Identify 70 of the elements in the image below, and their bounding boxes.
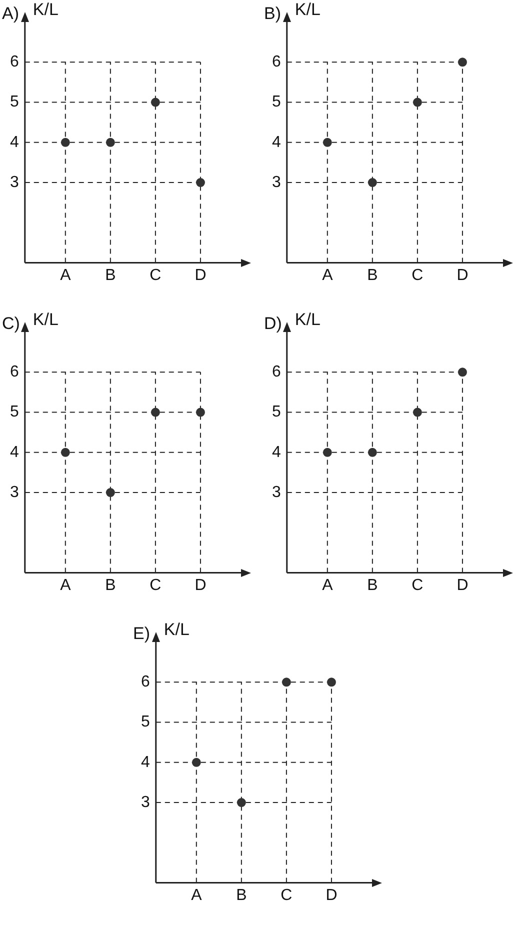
y-tick-label: 5 bbox=[272, 404, 281, 421]
point bbox=[458, 58, 467, 67]
point bbox=[326, 678, 336, 687]
point bbox=[196, 178, 205, 188]
y-tick-label: 6 bbox=[272, 364, 281, 381]
x-tick-label: C bbox=[280, 886, 292, 904]
point bbox=[368, 178, 377, 188]
point bbox=[150, 408, 160, 417]
point bbox=[412, 98, 422, 107]
x-tick-label: D bbox=[326, 886, 338, 904]
point bbox=[322, 138, 332, 147]
y-axis-title: K/L bbox=[294, 310, 320, 330]
y-axis-title: K/L bbox=[294, 0, 320, 20]
chart-title: C) bbox=[2, 314, 20, 334]
y-tick-label: 5 bbox=[10, 404, 19, 421]
y-tick-label: 5 bbox=[10, 94, 19, 111]
y-tick-label: 3 bbox=[10, 484, 19, 501]
x-tick-label: B bbox=[367, 576, 378, 594]
x-tick-label: B bbox=[236, 886, 247, 904]
y-tick-label: 4 bbox=[10, 134, 19, 151]
y-tick-label: 3 bbox=[10, 174, 19, 191]
x-tick-label: D bbox=[194, 576, 206, 594]
point bbox=[60, 448, 70, 457]
y-axis-title: K/L bbox=[32, 0, 58, 20]
point bbox=[368, 448, 377, 457]
y-tick-label: 4 bbox=[10, 444, 19, 461]
x-tick-label: A bbox=[60, 576, 72, 594]
x-tick-label: D bbox=[456, 576, 468, 594]
point bbox=[106, 138, 115, 147]
y-tick-label: 4 bbox=[140, 754, 150, 771]
chart-title: E) bbox=[133, 624, 150, 644]
chart-title: D) bbox=[264, 314, 282, 334]
point bbox=[150, 98, 160, 107]
point bbox=[322, 448, 332, 457]
x-tick-label: D bbox=[456, 266, 468, 284]
y-tick-label: 4 bbox=[272, 134, 281, 151]
chart-title: B) bbox=[264, 4, 281, 24]
x-tick-label: B bbox=[367, 266, 378, 284]
point bbox=[106, 488, 115, 498]
point bbox=[412, 408, 422, 417]
x-tick-label: A bbox=[60, 266, 72, 284]
x-tick-label: A bbox=[322, 576, 334, 594]
y-axis-title: K/L bbox=[164, 620, 190, 640]
x-tick-label: A bbox=[191, 886, 202, 904]
y-tick-label: 6 bbox=[10, 364, 19, 381]
x-tick-label: A bbox=[322, 266, 334, 284]
y-tick-label: 6 bbox=[272, 54, 281, 71]
point bbox=[192, 758, 201, 767]
x-tick-label: C bbox=[150, 576, 162, 594]
y-tick-label: 6 bbox=[140, 674, 150, 691]
y-tick-label: 3 bbox=[140, 794, 150, 811]
y-tick-label: 3 bbox=[272, 174, 281, 191]
y-tick-label: 5 bbox=[272, 94, 281, 111]
x-tick-label: C bbox=[412, 266, 424, 284]
x-tick-label: C bbox=[150, 266, 162, 284]
x-tick-label: B bbox=[105, 576, 116, 594]
y-tick-label: 3 bbox=[272, 484, 281, 501]
y-axis-title: K/L bbox=[32, 310, 58, 330]
x-tick-label: D bbox=[194, 266, 206, 284]
y-tick-label: 6 bbox=[10, 54, 19, 71]
x-tick-label: C bbox=[412, 576, 424, 594]
point bbox=[236, 798, 246, 808]
chart-title: A) bbox=[2, 4, 19, 24]
point bbox=[282, 678, 291, 687]
y-tick-label: 4 bbox=[272, 444, 281, 461]
point bbox=[196, 408, 205, 417]
point bbox=[60, 138, 70, 147]
y-tick-label: 5 bbox=[140, 714, 150, 731]
x-tick-label: B bbox=[105, 266, 116, 284]
point bbox=[458, 368, 467, 377]
